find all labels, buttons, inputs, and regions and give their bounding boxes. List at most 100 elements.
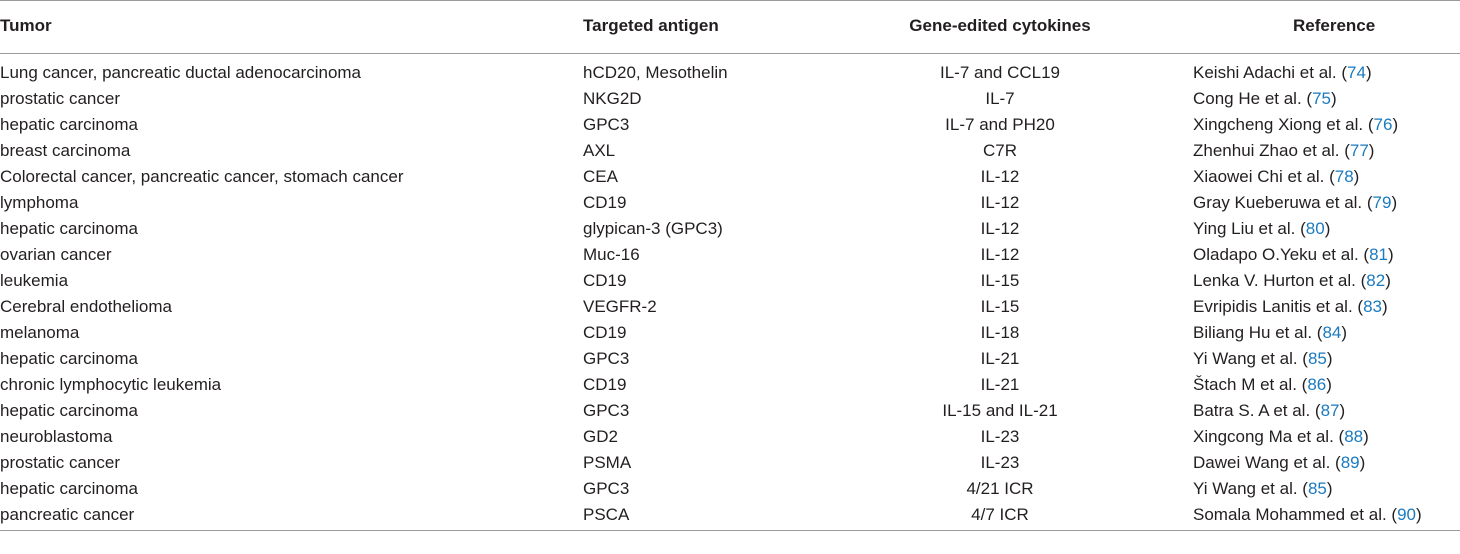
cell-gene-edited-cytokines: IL-7 and CCL19 bbox=[939, 63, 1061, 82]
reference-author: Cong He et al. ( bbox=[1193, 89, 1313, 108]
table-row: melanoma CD19 IL-18 Biliang Hu et al. (84) bbox=[0, 320, 1460, 346]
reference-citation-link[interactable]: 81 bbox=[1369, 245, 1389, 264]
reference-author: Yi Wang et al. ( bbox=[1193, 479, 1308, 498]
cell-tumor: chronic lymphocytic leukemia bbox=[0, 375, 222, 394]
cell-reference: Xingcong Ma et al. (88) bbox=[1177, 424, 1460, 450]
table-row: prostatic cancer NKG2D IL-7 Cong He et al. … bbox=[0, 86, 1460, 112]
reference-citation-link[interactable]: 89 bbox=[1340, 453, 1360, 472]
cell-tumor: melanoma bbox=[0, 323, 80, 342]
reference-author: Zhenhui Zhao et al. ( bbox=[1193, 141, 1350, 160]
reference-citation-link[interactable]: 80 bbox=[1305, 219, 1325, 238]
reference-close-paren: ) bbox=[1359, 453, 1366, 472]
reference-citation-link[interactable]: 85 bbox=[1307, 349, 1327, 368]
cell-reference: Batra S. A et al. (87) bbox=[1177, 398, 1460, 424]
reference-author: Lenka V. Hurton et al. ( bbox=[1193, 271, 1367, 290]
header-tumor: Tumor bbox=[0, 0, 583, 54]
cell-gene-edited-cytokines: IL-15 bbox=[980, 297, 1020, 316]
reference-author: Yi Wang et al. ( bbox=[1193, 349, 1308, 368]
cell-tumor: prostatic cancer bbox=[0, 89, 120, 108]
cell-targeted-antigen: AXL bbox=[583, 141, 616, 160]
cell-reference: Xiaowei Chi et al. (78) bbox=[1177, 164, 1460, 190]
reference-citation-link[interactable]: 79 bbox=[1372, 193, 1392, 212]
table-row: breast carcinoma AXL C7R Zhenhui Zhao et al… bbox=[0, 138, 1460, 164]
cell-reference: Lenka V. Hurton et al. (82) bbox=[1177, 268, 1460, 294]
table-row: pancreatic cancer PSCA 4/7 ICR Somala Moham… bbox=[0, 502, 1460, 531]
reference-author: Evripidis Lanitis et al. ( bbox=[1193, 297, 1364, 316]
cell-gene-edited-cytokines: 4/21 ICR bbox=[966, 479, 1034, 498]
reference-citation-link[interactable]: 86 bbox=[1307, 375, 1327, 394]
cell-gene-edited-cytokines: IL-12 bbox=[980, 167, 1020, 186]
reference-author: Dawei Wang et al. ( bbox=[1193, 453, 1341, 472]
cell-reference: Zhenhui Zhao et al. (77) bbox=[1177, 138, 1460, 164]
table-row: hepatic carcinoma GPC3 IL-7 and PH20 Xingch… bbox=[0, 112, 1460, 138]
cell-reference: Dawei Wang et al. (89) bbox=[1177, 450, 1460, 476]
table-row: hepatic carcinoma GPC3 IL-15 and IL-21 Batr… bbox=[0, 398, 1460, 424]
table-row: Lung cancer, pancreatic ductal adenocarc… bbox=[0, 54, 1460, 87]
reference-citation-link[interactable]: 82 bbox=[1366, 271, 1386, 290]
cell-targeted-antigen: PSCA bbox=[583, 502, 823, 531]
cell-targeted-antigen: GPC3 bbox=[583, 349, 630, 368]
reference-close-paren: ) bbox=[1326, 375, 1332, 394]
cell-gene-edited-cytokines: IL-21 bbox=[980, 349, 1020, 368]
table-row: Cerebral endothelioma VEGFR-2 IL-15 Evripid… bbox=[0, 294, 1460, 320]
table-row: chronic lymphocytic leukemia CD19 IL-21 Šta… bbox=[0, 372, 1460, 398]
reference-citation-link[interactable]: 90 bbox=[1397, 505, 1417, 524]
cell-gene-edited-cytokines: IL-12 bbox=[980, 219, 1020, 238]
cell-reference: Ying Liu et al. (80) bbox=[1177, 216, 1460, 242]
table-body: Lung cancer, pancreatic ductal adenocarc… bbox=[0, 54, 1460, 531]
cell-tumor: neuroblastoma bbox=[0, 427, 113, 446]
cell-tumor: Cerebral endothelioma bbox=[0, 297, 172, 316]
cell-targeted-antigen: CD19 bbox=[583, 375, 627, 394]
table-row: ovarian cancer Muc-16 IL-12 Oladapo O.Yeku … bbox=[0, 242, 1460, 268]
reference-close-paren: ) bbox=[1382, 297, 1388, 316]
reference-citation-link[interactable]: 75 bbox=[1312, 89, 1331, 108]
header-targeted-antigen: Targeted antigen bbox=[583, 0, 823, 54]
cell-gene-edited-cytokines: IL-7 and PH20 bbox=[945, 115, 1055, 134]
cell-reference: Štach M et al. (86) bbox=[1177, 372, 1460, 398]
cell-gene-edited-cytokines: IL-23 bbox=[980, 453, 1020, 472]
table-row: prostatic cancer PSMA IL-23 Dawei Wang et a… bbox=[0, 450, 1460, 476]
table-row: Colorectal cancer, pancreatic cancer, st… bbox=[0, 164, 1460, 190]
reference-author: Keishi Adachi et al. ( bbox=[1193, 63, 1348, 82]
cell-targeted-antigen: CEA bbox=[583, 167, 618, 186]
cell-reference: Yi Wang et al. (85) bbox=[1177, 346, 1460, 372]
reference-author: Xingcheng Xiong et al. ( bbox=[1193, 115, 1374, 134]
cell-targeted-antigen: GPC3 bbox=[583, 479, 630, 498]
table-row: leukemia CD19 IL-15 Lenka V. Hurton et al. … bbox=[0, 268, 1460, 294]
reference-close-paren: ) bbox=[1392, 115, 1399, 134]
reference-close-paren: ) bbox=[1324, 219, 1331, 238]
table-row: hepatic carcinoma GPC3 IL-21 Yi Wang et al.… bbox=[0, 346, 1460, 372]
reference-author: Gray Kueberuwa et al. ( bbox=[1193, 193, 1373, 212]
cell-targeted-antigen: hCD20, Mesothelin bbox=[583, 63, 728, 82]
reference-close-paren: ) bbox=[1339, 401, 1346, 420]
cell-reference: Oladapo O.Yeku et al. (81) bbox=[1177, 242, 1460, 268]
cell-targeted-antigen: glypican-3 (GPC3) bbox=[583, 219, 723, 238]
reference-citation-link[interactable]: 85 bbox=[1307, 479, 1327, 498]
reference-close-paren: ) bbox=[1326, 349, 1333, 368]
cell-gene-edited-cytokines: IL-7 bbox=[985, 89, 1015, 108]
reference-citation-link[interactable]: 76 bbox=[1373, 115, 1393, 134]
reference-citation-link[interactable]: 74 bbox=[1347, 63, 1366, 82]
cell-gene-edited-cytokines: 4/7 ICR bbox=[823, 502, 1177, 531]
cell-reference: Yi Wang et al. (85) bbox=[1177, 476, 1460, 502]
cell-targeted-antigen: GD2 bbox=[583, 427, 618, 446]
cell-reference: Gray Kueberuwa et al. (79) bbox=[1177, 190, 1460, 216]
reference-close-paren: ) bbox=[1388, 245, 1394, 264]
reference-citation-link[interactable]: 78 bbox=[1334, 167, 1354, 186]
reference-citation-link[interactable]: 77 bbox=[1349, 141, 1369, 160]
cell-reference: Biliang Hu et al. (84) bbox=[1177, 320, 1460, 346]
reference-citation-link[interactable]: 87 bbox=[1320, 401, 1340, 420]
cell-tumor: lymphoma bbox=[0, 193, 79, 212]
reference-close-paren: ) bbox=[1341, 323, 1348, 342]
cell-tumor: breast carcinoma bbox=[0, 141, 131, 160]
reference-citation-link[interactable]: 88 bbox=[1344, 427, 1364, 446]
reference-close-paren: ) bbox=[1416, 505, 1422, 524]
header-reference: Reference bbox=[1177, 0, 1460, 54]
table-row: neuroblastoma GD2 IL-23 Xingcong Ma et al. … bbox=[0, 424, 1460, 450]
reference-close-paren: ) bbox=[1330, 89, 1337, 108]
reference-author: Štach M et al. ( bbox=[1193, 375, 1308, 394]
reference-citation-link[interactable]: 83 bbox=[1363, 297, 1382, 316]
cell-reference: Keishi Adachi et al. (74) bbox=[1177, 54, 1460, 87]
reference-citation-link[interactable]: 84 bbox=[1322, 323, 1342, 342]
reference-close-paren: ) bbox=[1385, 271, 1391, 290]
